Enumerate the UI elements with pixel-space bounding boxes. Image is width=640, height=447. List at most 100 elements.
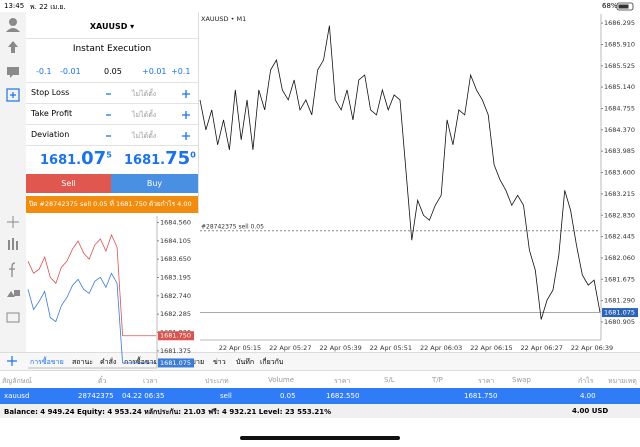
lot-step[interactable]: -0.1 (36, 67, 52, 76)
crosshair-icon[interactable] (7, 216, 19, 228)
home-indicator (240, 436, 400, 440)
y-tick-label: 1682.740 (160, 292, 191, 300)
column-header: เวลา (143, 377, 158, 385)
tab[interactable]: สถานะ (72, 358, 93, 366)
ask-price: 1681.750 (124, 148, 196, 169)
y-tick-label: 1681.375 (160, 347, 191, 355)
status-date: พ. 22 เม.ย. (30, 3, 66, 11)
battery-icon (616, 2, 634, 11)
lot-step[interactable]: +0.01 (142, 67, 167, 76)
tab[interactable]: บันทึก (236, 358, 255, 366)
column-header: ตั๋ว (98, 377, 107, 385)
ask-big: 75 (165, 148, 191, 169)
field-label: Stop Loss (31, 88, 70, 97)
lot-step[interactable]: +0.1 (171, 67, 191, 76)
new-order-icon[interactable] (6, 88, 20, 102)
x-tick-label: 22 Apr 05:15 (219, 344, 261, 352)
y-tick-label: 1683.195 (160, 273, 191, 281)
account-icon[interactable] (9, 18, 17, 26)
field-value[interactable]: ไม่ได้ตั้ง (132, 90, 157, 98)
x-tick-label: 22 Apr 05:39 (319, 344, 361, 352)
column-header: T/P (432, 376, 443, 384)
y-tick-label: 1680.905 (604, 318, 635, 326)
y-tick-label: 1682.830 (604, 211, 635, 219)
new-order-icon[interactable] (10, 92, 16, 98)
field-value[interactable]: ไม่ได้ตั้ง (132, 132, 157, 140)
period-icon[interactable] (6, 312, 20, 323)
y-tick-label: 1685.525 (604, 62, 635, 70)
status-battery: 68% (602, 2, 618, 10)
price-label: 1681.075 (160, 359, 191, 367)
cell: 04.22 06:35 (122, 392, 165, 400)
divider (26, 103, 198, 104)
y-tick-label: 1683.985 (604, 147, 635, 155)
tab[interactable]: ข่าว (213, 358, 226, 366)
divider (26, 145, 198, 146)
divider (26, 82, 198, 83)
cell: 1681.750 (464, 392, 498, 400)
bars-icon[interactable] (8, 238, 18, 250)
ask-main: 1681. (124, 153, 166, 168)
chat-icon[interactable] (7, 67, 19, 78)
column-header: S/L (384, 376, 395, 384)
bid-price: 1681.075 (40, 148, 112, 169)
table-row[interactable] (0, 388, 640, 404)
tab[interactable]: เกี่ยวกับ (260, 358, 284, 366)
bid-main: 1681. (40, 153, 82, 168)
y-tick-label: 1684.370 (604, 126, 635, 134)
column-header: กำไร (578, 377, 594, 385)
y-tick-label: 1681.290 (604, 297, 635, 305)
lot-step[interactable]: -0.01 (60, 67, 81, 76)
y-tick-label: 1683.215 (604, 190, 635, 198)
sell-button[interactable]: Sell (26, 174, 111, 193)
x-tick-label: 22 Apr 06:27 (521, 344, 563, 352)
trade-icon[interactable] (8, 41, 18, 53)
cell: xauusd (4, 392, 30, 400)
order-line-label: #28742375 sell 0.05 (201, 223, 264, 230)
cell: sell (220, 392, 232, 400)
symbol-selector[interactable]: XAUUSD ▾ (89, 22, 135, 31)
objects-icon[interactable] (7, 290, 20, 297)
footer-bar (0, 404, 640, 418)
decrease-button[interactable] (106, 93, 111, 137)
y-tick-label: 1682.285 (160, 310, 191, 318)
indicator-icon[interactable] (9, 262, 16, 277)
y-tick-label: 1684.105 (160, 237, 191, 245)
y-tick-label: 1683.650 (160, 255, 191, 263)
tab[interactable]: การซื้อขาย (124, 358, 158, 366)
column-header: Volume (268, 376, 295, 384)
add-button[interactable] (7, 356, 17, 366)
y-tick-label: 1685.140 (604, 83, 635, 91)
price-line (199, 25, 601, 320)
tab[interactable]: การซื้อขาย (30, 358, 64, 366)
field-value[interactable]: ไม่ได้ตั้ง (132, 111, 157, 119)
chart-title: XAUUSD • M1 (201, 15, 246, 23)
y-tick-label: 1682.060 (604, 254, 635, 262)
cell: 4.00 (580, 392, 596, 400)
price-line (27, 233, 156, 337)
price-line (27, 272, 156, 364)
y-tick-label: 1684.755 (604, 105, 635, 113)
x-tick-label: 22 Apr 06:39 (571, 344, 613, 352)
y-tick-label: 1682.445 (604, 233, 635, 241)
y-tick-label: 1681.675 (604, 275, 635, 283)
column-header: Swap (512, 376, 531, 384)
column-header: ราคา (478, 377, 495, 385)
field-label: Deviation (31, 130, 70, 139)
account-icon[interactable] (6, 28, 20, 32)
tab[interactable]: คำสั่ง (100, 358, 117, 366)
x-tick-label: 22 Apr 05:51 (370, 344, 412, 352)
close-notice: ปิด #28742375 sell 0.05 ที่ 1681.750 ด้ว… (26, 196, 198, 213)
bid-label-box (602, 308, 638, 318)
lot-volume[interactable]: 0.05 (104, 67, 122, 76)
buy-button[interactable]: Buy (111, 174, 198, 193)
status-time: 13:45 (4, 2, 25, 10)
battery-level (618, 4, 629, 9)
x-tick-label: 22 Apr 06:03 (420, 344, 462, 352)
x-tick-label: 22 Apr 06:15 (470, 344, 512, 352)
y-tick-label: 1683.600 (604, 169, 635, 177)
cell: 0.05 (280, 392, 296, 400)
increase-button[interactable] (182, 90, 190, 140)
